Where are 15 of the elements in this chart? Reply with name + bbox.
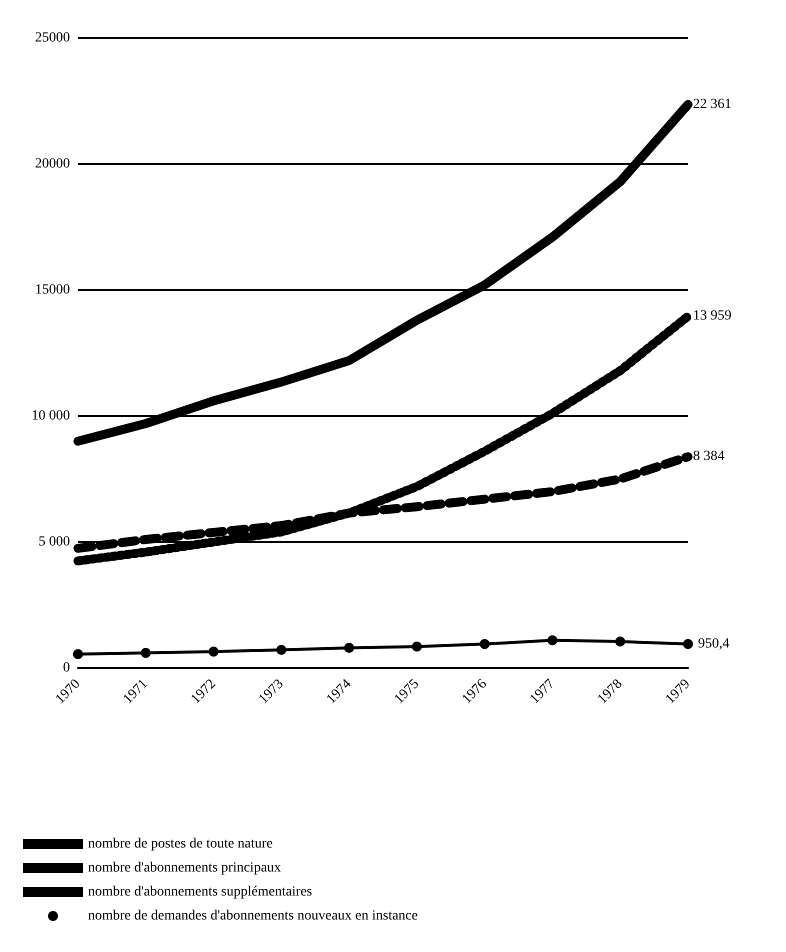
- data-label: 22 361: [693, 97, 732, 112]
- legend-label: nombre de demandes d'abonnements nouveaux en instance: [88, 908, 418, 924]
- y-tick-label: 15000: [35, 282, 70, 298]
- legend-label: nombre d'abonnements supplémentaires: [88, 884, 312, 900]
- data-label: 8 384: [693, 449, 724, 464]
- y-tick-label: 0: [63, 660, 70, 676]
- legend-label: nombre d'abonnements principaux: [88, 860, 282, 876]
- y-tick-label: 20000: [35, 156, 70, 172]
- data-label: 13 959: [693, 308, 732, 324]
- legend-label: nombre de postes de toute nature: [88, 836, 273, 852]
- y-tick-label: 5 000: [38, 534, 70, 550]
- y-tick-label: 10 000: [32, 408, 70, 424]
- y-tick-label: 25000: [35, 30, 70, 46]
- x-tick-label: 1971: [120, 676, 152, 708]
- data-label: 950,4: [698, 636, 730, 652]
